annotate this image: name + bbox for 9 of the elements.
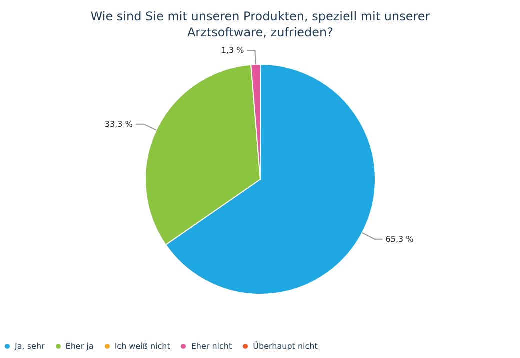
legend-label: Eher ja [66, 342, 94, 350]
data-label: 1,3 % [221, 46, 245, 56]
legend-label: Ja, sehr [15, 342, 45, 350]
data-label: 33,3 % [104, 120, 134, 129]
chart-title: Wie sind Sie mit unseren Produkten, speziell mit unserer Arztsoftware, zufrieden? [90, 10, 430, 40]
legend-label: Ich weiß nicht [114, 342, 170, 350]
data-label: 65,3 % [386, 234, 414, 244]
legend-label: Eher nicht [191, 342, 232, 350]
legend-label: Überhaupt nicht [253, 342, 318, 350]
